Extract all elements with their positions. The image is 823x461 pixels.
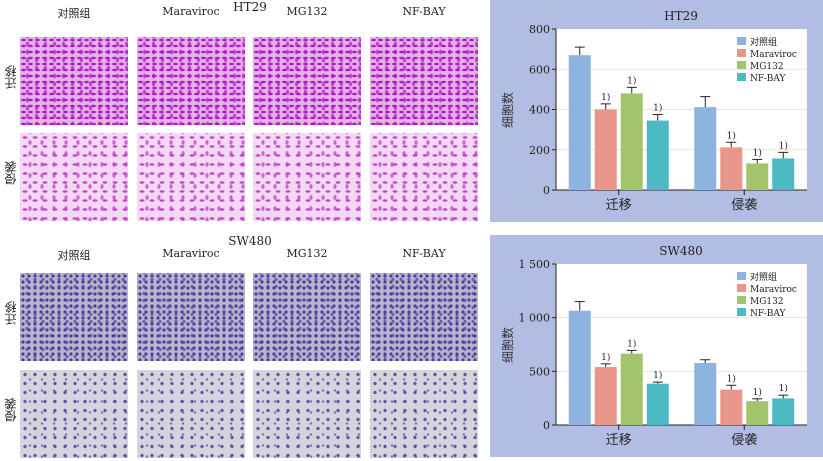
y-tick-label: 1 500 xyxy=(519,258,551,271)
bar-Maraviroc xyxy=(594,109,617,190)
x-tick-label: 侵袭 xyxy=(731,197,757,213)
bar-Maraviroc xyxy=(594,367,617,425)
bar-对照组 xyxy=(568,310,591,425)
micrograph-ht29-migration xyxy=(20,37,128,125)
bar-NF-BAY xyxy=(646,120,669,190)
chart-title: HT29 xyxy=(664,9,698,23)
significance-label: 1) xyxy=(653,370,662,381)
significance-label: 1) xyxy=(753,147,762,158)
legend-swatch xyxy=(737,272,746,280)
micrograph-sw480-invasion xyxy=(253,370,361,458)
column-label: Maraviroc xyxy=(162,5,220,18)
legend-swatch xyxy=(737,284,746,292)
y-axis-label: 细胞数 xyxy=(500,92,515,128)
bar-对照组 xyxy=(568,55,591,190)
legend-label: 对照组 xyxy=(750,271,777,283)
column-label: NF-BAY xyxy=(402,5,446,18)
sw480-title: SW480 xyxy=(228,234,272,248)
y-tick-label: 0 xyxy=(543,184,550,197)
significance-label: 1) xyxy=(627,338,636,349)
row-label: 迁移 xyxy=(4,301,18,325)
column-label: MG132 xyxy=(286,247,328,260)
x-tick-label: 侵袭 xyxy=(731,432,757,448)
micrograph-sw480-invasion xyxy=(137,370,245,458)
micrograph-sw480-invasion xyxy=(370,370,478,458)
column-label: Maraviroc xyxy=(162,247,220,260)
y-axis-label: 细胞数 xyxy=(500,327,515,363)
bar-MG132 xyxy=(746,163,769,190)
micrograph-ht29-migration xyxy=(370,37,478,125)
bar-MG132 xyxy=(620,93,643,190)
significance-label: 1) xyxy=(601,92,610,103)
micrograph-ht29-migration xyxy=(253,37,361,125)
micrograph-sw480-migration xyxy=(253,273,361,361)
legend-label: NF-BAY xyxy=(750,309,787,319)
column-label: NF-BAY xyxy=(402,247,446,260)
legend-label: Maraviroc xyxy=(750,50,797,60)
micrograph-sw480-migration xyxy=(370,273,478,361)
micrograph-ht29-invasion xyxy=(20,133,128,221)
significance-label: 1) xyxy=(779,140,788,151)
significance-label: 1) xyxy=(753,387,762,398)
bar-Maraviroc xyxy=(720,147,743,190)
bar-NF-BAY xyxy=(772,158,795,190)
significance-label: 1) xyxy=(601,352,610,363)
y-tick-label: 0 xyxy=(543,419,550,432)
x-tick-label: 迁移 xyxy=(606,433,632,448)
chart-title: SW480 xyxy=(659,244,702,258)
legend-label: 对照组 xyxy=(750,36,777,48)
micrograph-ht29-invasion xyxy=(137,133,245,221)
legend-swatch xyxy=(737,37,746,45)
y-tick-label: 500 xyxy=(529,365,550,378)
bar-Maraviroc xyxy=(720,389,743,425)
significance-label: 1) xyxy=(779,383,788,394)
legend-label: MG132 xyxy=(750,297,784,307)
legend-swatch xyxy=(737,296,746,304)
legend-label: NF-BAY xyxy=(750,74,787,84)
y-tick-label: 800 xyxy=(529,23,550,36)
micrograph-sw480-migration xyxy=(137,273,245,361)
micrograph-ht29-invasion xyxy=(370,133,478,221)
bar-MG132 xyxy=(620,353,643,425)
significance-label: 1) xyxy=(727,373,736,384)
micrograph-sw480-migration xyxy=(20,273,128,361)
row-label: 迁移 xyxy=(4,65,18,89)
column-label: 对照组 xyxy=(57,7,91,20)
micrograph-ht29-migration xyxy=(137,37,245,125)
micrograph-ht29-invasion xyxy=(253,133,361,221)
y-tick-label: 1 000 xyxy=(519,312,551,325)
micrograph-sw480-invasion xyxy=(20,370,128,458)
ht29-title: HT29 xyxy=(233,0,267,14)
legend-label: MG132 xyxy=(750,62,784,72)
y-tick-label: 200 xyxy=(529,144,550,157)
bar-NF-BAY xyxy=(772,398,795,425)
significance-label: 1) xyxy=(727,130,736,141)
x-tick-label: 迁移 xyxy=(606,198,632,213)
row-label: 侵袭 xyxy=(4,161,18,185)
legend-swatch xyxy=(737,61,746,69)
sw480-chart-panel: SW480 0 500 1 000 1 500 细胞数迁移 1) 1) 1) 侵袭 1) 1) 1) 对照… xyxy=(490,235,823,457)
legend-swatch xyxy=(737,308,746,316)
bar-NF-BAY xyxy=(646,383,669,425)
legend-swatch xyxy=(737,49,746,57)
column-label: 对照组 xyxy=(57,249,91,262)
bar-MG132 xyxy=(746,401,769,425)
legend-swatch xyxy=(737,73,746,81)
column-label: MG132 xyxy=(286,5,328,18)
bar-对照组 xyxy=(694,362,717,425)
bar-对照组 xyxy=(694,107,717,190)
significance-label: 1) xyxy=(653,103,662,114)
legend-label: Maraviroc xyxy=(750,285,797,295)
y-tick-label: 400 xyxy=(529,104,550,117)
significance-label: 1) xyxy=(627,75,636,86)
ht29-chart-panel: HT29 0 200 400 600 800 细胞数迁移 1) 1) 1) 侵袭 1) 1) 1) 对照组 M… xyxy=(490,0,823,222)
y-tick-label: 600 xyxy=(529,63,550,76)
row-label: 侵袭 xyxy=(4,398,18,422)
